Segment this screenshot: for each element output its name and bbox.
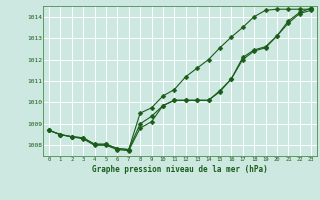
X-axis label: Graphe pression niveau de la mer (hPa): Graphe pression niveau de la mer (hPa)	[92, 165, 268, 174]
